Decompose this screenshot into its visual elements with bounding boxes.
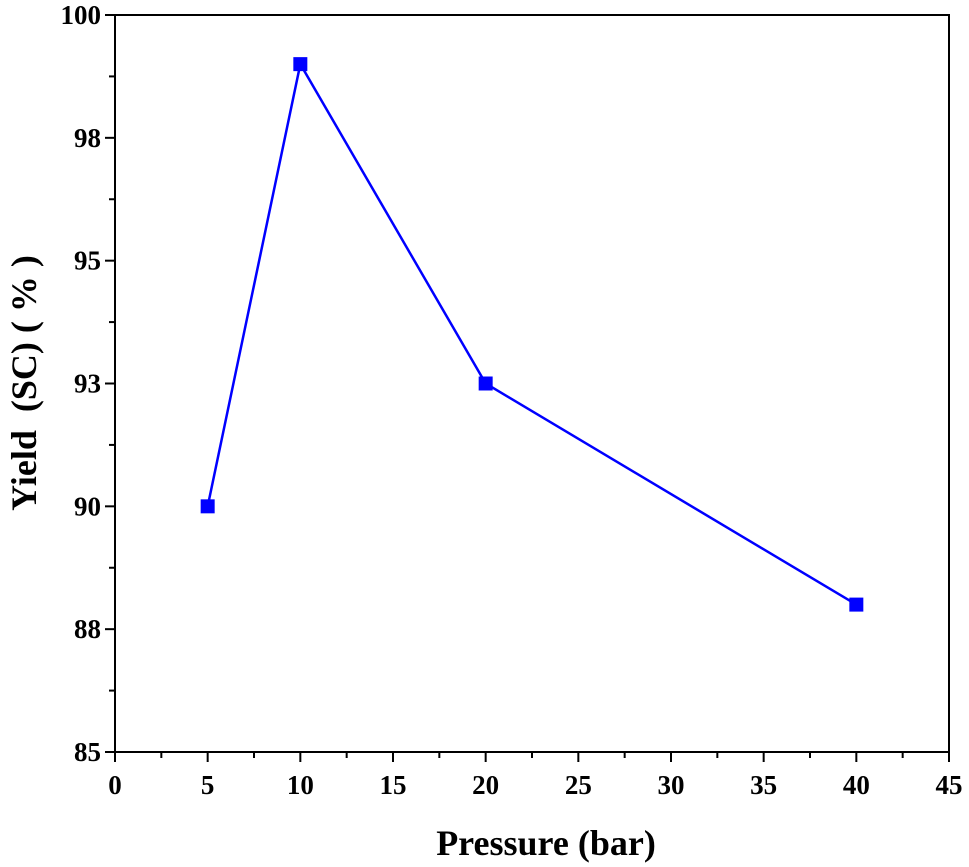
series-line bbox=[206, 60, 857, 606]
data-point bbox=[200, 499, 215, 514]
data-point bbox=[293, 57, 308, 72]
y-axis-title: Yield (SC) ( % ) bbox=[4, 255, 44, 511]
y-tick-label: 98 bbox=[74, 123, 101, 153]
series-layer bbox=[200, 57, 864, 612]
x-tick-label: 0 bbox=[108, 770, 122, 800]
data-point bbox=[478, 376, 493, 391]
x-ticks: 0 5 10 15 20 25 30 35 40 45 bbox=[108, 752, 963, 800]
y-tick-label: 85 bbox=[74, 737, 101, 767]
data-point bbox=[849, 597, 864, 612]
plot-frame bbox=[114, 14, 950, 753]
x-tick-label: 40 bbox=[843, 770, 870, 800]
x-axis-title: Pressure (bar) bbox=[436, 823, 656, 863]
y-tick-label: 88 bbox=[74, 614, 101, 644]
x-tick-label: 35 bbox=[750, 770, 777, 800]
x-tick-label: 5 bbox=[201, 770, 215, 800]
y-tick-label: 90 bbox=[74, 491, 101, 521]
x-tick-label: 25 bbox=[565, 770, 592, 800]
y-tick-label: 95 bbox=[74, 246, 101, 276]
y-ticks: 85 88 90 93 95 98 100 bbox=[61, 0, 115, 767]
y-tick-label: 93 bbox=[74, 369, 101, 399]
x-tick-label: 20 bbox=[472, 770, 499, 800]
x-tick-label: 15 bbox=[380, 770, 407, 800]
y-tick-label: 100 bbox=[61, 0, 102, 30]
x-tick-label: 45 bbox=[936, 770, 963, 800]
x-tick-label: 10 bbox=[287, 770, 314, 800]
plot-axes bbox=[114, 14, 950, 753]
x-tick-label: 30 bbox=[658, 770, 685, 800]
